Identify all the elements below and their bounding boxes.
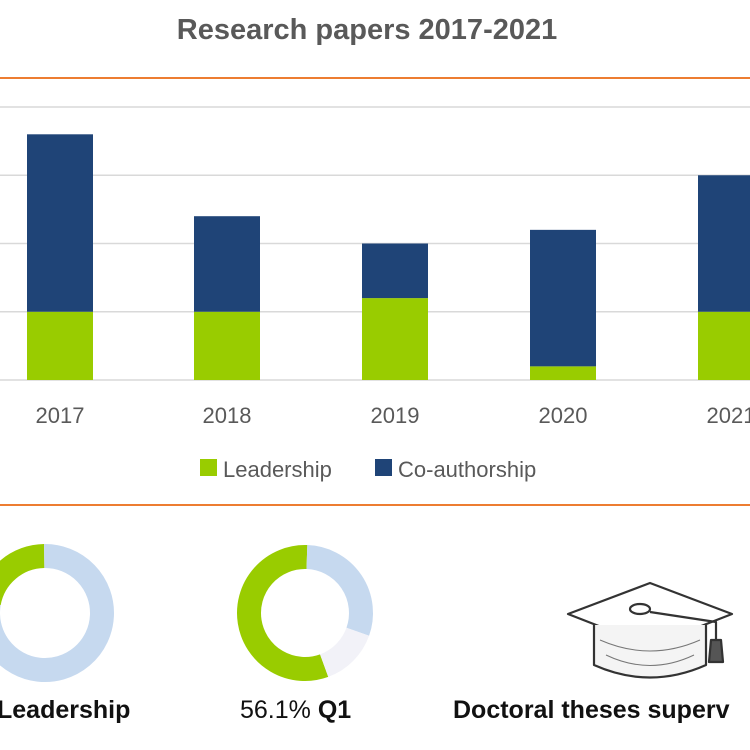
legend-swatch-leadership bbox=[200, 459, 217, 476]
bar-marks bbox=[27, 134, 750, 380]
x-tick-2019: 2019 bbox=[371, 403, 420, 428]
bar-coauthorship-2019 bbox=[362, 243, 428, 299]
bottom-divider bbox=[0, 504, 750, 506]
bar-coauthorship-2021 bbox=[698, 175, 750, 312]
x-tick-labels: 2017 2018 2019 2020 2021 bbox=[36, 403, 750, 428]
x-tick-2020: 2020 bbox=[539, 403, 588, 428]
page-title: Research papers 2017-2021 bbox=[176, 14, 558, 46]
bar-leadership-2017 bbox=[27, 311, 93, 380]
bar-leadership-2020 bbox=[530, 366, 596, 380]
x-tick-2021: 2021 bbox=[707, 403, 750, 428]
bar-coauthorship-2020 bbox=[530, 229, 596, 367]
bar-leadership-2018 bbox=[194, 311, 260, 380]
theses-label: Doctoral theses superv bbox=[453, 696, 730, 724]
bar-coauthorship-2018 bbox=[194, 216, 260, 312]
legend-label-leadership: Leadership bbox=[223, 457, 332, 482]
legend: Leadership Co-authorship bbox=[200, 457, 536, 482]
bar-coauthorship-2017 bbox=[27, 134, 93, 312]
legend-label-coauthorship: Co-authorship bbox=[398, 457, 536, 482]
bar-leadership-2019 bbox=[362, 298, 428, 380]
bar-leadership-2021 bbox=[698, 311, 750, 380]
x-tick-2017: 2017 bbox=[36, 403, 85, 428]
leadership-label: Leadership bbox=[0, 696, 131, 724]
x-tick-2018: 2018 bbox=[203, 403, 252, 428]
q1-label: 56.1% Q1 bbox=[240, 696, 352, 724]
legend-swatch-coauthorship bbox=[375, 459, 392, 476]
top-divider bbox=[0, 77, 750, 79]
